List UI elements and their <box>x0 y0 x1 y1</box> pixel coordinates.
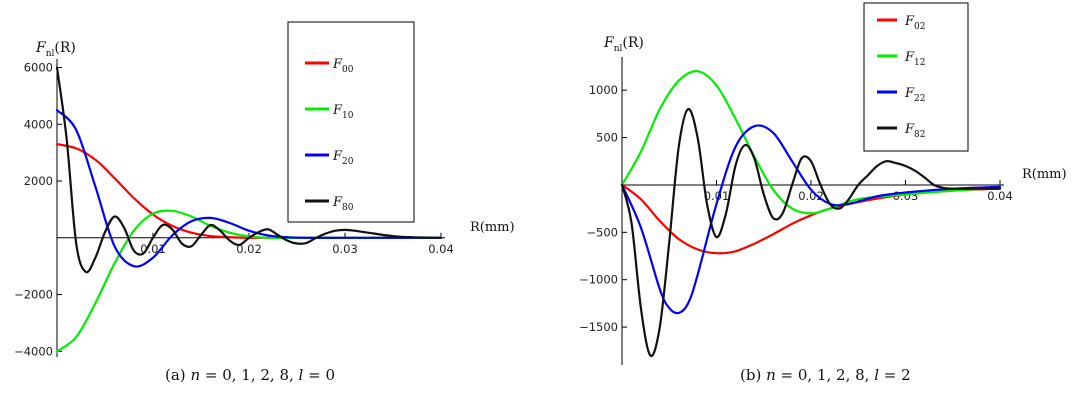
chart-a-xtick-label: 0.03 <box>332 242 358 256</box>
chart-b-ytick-label: −500 <box>586 225 618 239</box>
chart-a-legend-label: F80 <box>332 195 354 213</box>
chart-b-series <box>620 70 1002 358</box>
chart-b-ytick-label: 500 <box>596 131 618 145</box>
chart-b: Fnl(R) 1000 500 −500 −1000 −1500 0.01 0.02 0.0… <box>579 2 1067 384</box>
chart-a-ylabel: Fnl(R) <box>35 40 76 59</box>
chart-a-ytick-label: −4000 <box>14 344 53 358</box>
chart-b-legend-label: F12 <box>904 50 925 68</box>
chart-a-legend: F00 F10 F20 F80 <box>287 21 415 223</box>
chart-b-yticks: 1000 500 −500 −1000 −1500 <box>579 83 627 334</box>
chart-b-series-line-F02 <box>620 183 1002 255</box>
chart-b-xlabel: R(mm) <box>1022 167 1067 182</box>
chart-a-xtick-label: 0.02 <box>236 242 262 256</box>
chart-a-caption: (a) n = 0, 1, 2, 8, l = 0 <box>165 366 335 384</box>
chart-a-legend-label: F20 <box>332 149 354 167</box>
chart-a-ytick-label: 6000 <box>24 61 53 75</box>
chart-a-ytick-label: 4000 <box>24 117 53 131</box>
chart-a-legend-box <box>287 21 415 223</box>
chart-b-ylabel: Fnl(R) <box>603 35 644 54</box>
chart-a-xtick-label: 0.04 <box>428 242 454 256</box>
chart-b-legend-label: F82 <box>904 122 925 140</box>
chart-b-series-line-F82 <box>620 108 1002 358</box>
chart-a-series <box>55 66 443 353</box>
chart-b-caption: (b) n = 0, 1, 2, 8, l = 2 <box>740 366 911 384</box>
chart-b-legend-box <box>863 2 969 152</box>
chart-b-xtick-label: 0.02 <box>798 189 824 203</box>
chart-b-series-line-F22 <box>620 124 1002 315</box>
chart-b-ytick-label: −1000 <box>579 273 618 287</box>
chart-b-legend-label: F02 <box>904 14 925 32</box>
chart-a-yticks: 6000 4000 2000 −2000 −4000 <box>14 61 62 358</box>
chart-b-xtick-label: 0.01 <box>704 189 730 203</box>
chart-a-series-line-F80 <box>55 66 443 274</box>
chart-b-xtick-label: 0.04 <box>987 189 1013 203</box>
chart-a-series-line-F20 <box>55 109 443 268</box>
chart-b-axes <box>621 57 1004 365</box>
chart-a-legend-label: F00 <box>332 57 354 75</box>
chart-a-xlabel: R(mm) <box>470 220 515 235</box>
chart-a-ytick-label: −2000 <box>14 288 53 302</box>
chart-b-legend: F02 F12 F22 F82 <box>863 2 969 152</box>
chart-a-ytick-label: 2000 <box>24 174 53 188</box>
chart-b-legend-label: F22 <box>904 86 925 104</box>
chart-b-ytick-label: −1500 <box>579 320 618 334</box>
chart-a-legend-label: F10 <box>332 103 354 121</box>
chart-b-xticks: 0.01 0.02 0.03 0.04 <box>704 179 1013 203</box>
chart-b-ytick-label: 1000 <box>589 83 618 97</box>
